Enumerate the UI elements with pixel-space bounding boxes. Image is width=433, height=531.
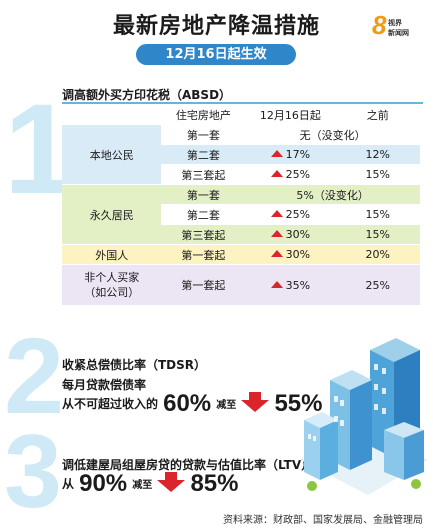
tdsr-to-value: 55%: [274, 390, 323, 417]
ltv-heading: 调低建屋局组屋房贷的贷款与估值比率（LTV）: [62, 458, 314, 472]
source-note: 资料来源：财政部、国家发展局、金融管理局: [223, 515, 423, 526]
table-row: 第三套起 25% 15%: [62, 164, 420, 185]
entity-label-line-2: （如公司）: [84, 286, 140, 299]
table-row: 非个人买家 （如公司） 第一套起 35% 25%: [62, 264, 420, 306]
new-rate-value: 17%: [285, 148, 311, 161]
merged-value-cell: 5%（没变化）: [245, 184, 420, 205]
new-rate-value: 30%: [285, 228, 311, 241]
old-rate-cell: 20%: [335, 244, 420, 265]
new-rate-cell: 30%: [245, 244, 336, 265]
section-divider: [62, 102, 423, 104]
arrow-up-icon: [270, 170, 283, 177]
property-type-cell: 第二套: [161, 204, 246, 225]
arrow-up-icon: [270, 230, 283, 237]
group-label-citizen: 本地公民: [62, 124, 162, 185]
property-type-cell: 第一套起: [161, 244, 246, 265]
brand-logo: 8 视界 新闻网: [372, 10, 424, 42]
old-rate-cell: 15%: [335, 164, 420, 185]
new-rate-value: 30%: [285, 248, 311, 261]
tdsr-prefix: 从不可超过收入的: [62, 397, 159, 411]
new-rate-value: 25%: [285, 168, 311, 181]
merged-value-cell: 无（没变化）: [245, 124, 420, 145]
table-row: 第三套起 30% 15%: [62, 224, 420, 245]
property-type-cell: 第二套: [161, 144, 246, 165]
property-type-cell: 第一套起: [161, 264, 246, 306]
effective-date-badge: 12月16日起生效: [136, 44, 296, 65]
new-rate-cell: 25%: [245, 204, 336, 225]
property-type-cell: 第三套起: [161, 164, 246, 185]
logo-text-2: 新闻网: [388, 29, 409, 37]
header-cell-old: 之前: [335, 106, 420, 125]
header-cell-new: 12月16日起: [245, 106, 336, 125]
arrow-down-icon: [241, 392, 270, 412]
group-label-entity: 非个人买家 （如公司）: [62, 264, 162, 306]
arrow-up-icon: [270, 150, 283, 157]
ltv-mid-text: 减至: [132, 480, 153, 491]
header-cell-property: 住宅房地产: [161, 106, 246, 125]
group-label-pr: 永久居民: [62, 184, 162, 245]
old-rate-cell: 12%: [335, 144, 420, 165]
tdsr-subheading: 每月贷款偿债率: [62, 378, 147, 392]
logo-text-1: 视界: [388, 19, 402, 27]
arrow-up-icon: [270, 250, 283, 257]
new-rate-value: 35%: [285, 278, 311, 292]
new-rate-cell: 17%: [245, 144, 336, 165]
new-rate-value: 25%: [285, 208, 311, 221]
absd-heading: 调高额外买方印花税（ABSD）: [62, 88, 232, 102]
ltv-change-line: 从 90% 减至 85%: [62, 470, 238, 498]
entity-label-line-1: 非个人买家: [84, 271, 140, 284]
table-header-row: 住宅房地产 12月16日起 之前: [62, 106, 420, 125]
property-type-cell: 第三套起: [161, 224, 246, 245]
city-buildings-illustration: [300, 338, 428, 495]
page-title: 最新房地产降温措施: [112, 14, 320, 39]
arrow-up-icon: [270, 210, 283, 217]
ltv-from-value: 90%: [79, 470, 128, 497]
absd-table: 住宅房地产 12月16日起 之前 本地公民 第一套 无（没变化） 第二套 17%…: [62, 106, 420, 306]
tdsr-mid-text: 减至: [216, 400, 237, 411]
old-rate-cell: 15%: [335, 204, 420, 225]
logo-glyph: 8: [372, 10, 387, 40]
old-rate-cell: 15%: [335, 224, 420, 245]
tdsr-heading: 收紧总偿债比率（TDSR）: [62, 358, 207, 372]
ltv-to-value: 85%: [190, 470, 239, 497]
table-row: 第二套 17% 12%: [62, 144, 420, 165]
tdsr-from-value: 60%: [163, 390, 212, 417]
header-cell-blank: [62, 106, 162, 125]
ltv-prefix: 从: [62, 477, 75, 491]
property-type-cell: 第一套: [161, 124, 246, 145]
arrow-up-icon: [270, 280, 283, 288]
group-label-foreigner: 外国人: [62, 244, 162, 265]
new-rate-cell: 25%: [245, 164, 336, 185]
old-rate-cell: 25%: [335, 264, 420, 306]
table-row: 外国人 第一套起 30% 20%: [62, 244, 420, 265]
arrow-down-icon: [157, 472, 186, 492]
section-number-2: 2: [4, 315, 65, 436]
tdsr-change-line: 从不可超过收入的 60% 减至 55%: [62, 390, 322, 418]
section-number-3: 3: [4, 414, 62, 530]
new-rate-cell: 30%: [245, 224, 336, 245]
property-type-cell: 第一套: [161, 184, 246, 205]
table-row: 永久居民 第一套 5%（没变化）: [62, 184, 420, 245]
new-rate-cell: 35%: [245, 264, 336, 306]
table-row: 本地公民 第一套 无（没变化）: [62, 124, 420, 185]
table-row: 第二套 25% 15%: [62, 204, 420, 225]
